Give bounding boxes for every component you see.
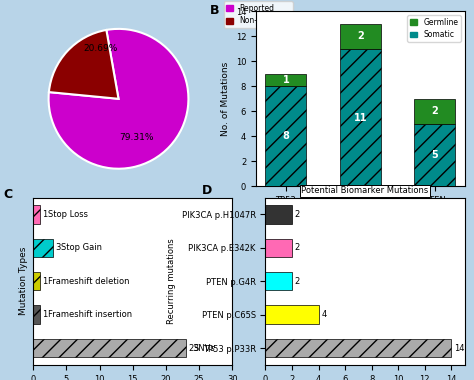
Text: 23: 23 [189,344,199,353]
Text: B: B [210,5,219,17]
Text: 2: 2 [357,32,364,41]
Text: C: C [3,188,12,201]
Text: 1: 1 [283,75,289,85]
Bar [265,74,306,86]
Y-axis label: Recurring mutations: Recurring mutations [167,238,176,324]
Text: 1: 1 [43,310,48,319]
Bar [33,339,186,357]
Y-axis label: No. of Mutations: No. of Mutations [221,62,230,136]
Text: 1: 1 [43,210,48,219]
Title: Potential Biomarker Mutations: Potential Biomarker Mutations [301,187,428,195]
Text: 2: 2 [295,243,300,252]
Bar [265,339,451,357]
Bar [414,124,455,186]
Bar [265,86,306,186]
Text: 2: 2 [295,277,300,286]
Text: Frameshift deletion: Frameshift deletion [48,277,129,286]
Wedge shape [48,29,189,169]
Text: 11: 11 [354,112,367,122]
Text: Stop Loss: Stop Loss [48,210,88,219]
Text: SNVs: SNVs [194,344,216,353]
Bar [33,205,40,223]
X-axis label: Biomarker genes: Biomarker genes [317,211,403,220]
Text: 1: 1 [43,277,48,286]
Text: Stop Gain: Stop Gain [61,243,102,252]
Text: Frameshift insertion: Frameshift insertion [48,310,132,319]
Text: 2: 2 [431,106,438,116]
Bar [265,239,292,257]
Bar [33,239,53,257]
Bar [33,306,40,324]
Text: 2: 2 [295,210,300,219]
Text: 8: 8 [283,131,289,141]
Text: 20.69%: 20.69% [84,44,118,53]
Text: 3: 3 [56,243,61,252]
Bar [265,272,292,290]
Legend: Reported, Non-reported: Reported, Non-reported [224,1,293,28]
Bar [265,306,319,324]
Bar [340,49,381,186]
Bar [340,24,381,49]
Text: D: D [202,184,212,197]
Legend: Germline, Somatic: Germline, Somatic [407,15,461,42]
Bar [265,205,292,223]
Wedge shape [49,30,118,99]
Text: 14: 14 [454,344,465,353]
Text: 4: 4 [321,310,327,319]
Bar [414,99,455,124]
Y-axis label: Mutation Types: Mutation Types [18,247,27,315]
Bar [33,272,40,290]
Text: 5: 5 [431,150,438,160]
Text: 79.31%: 79.31% [118,133,153,142]
